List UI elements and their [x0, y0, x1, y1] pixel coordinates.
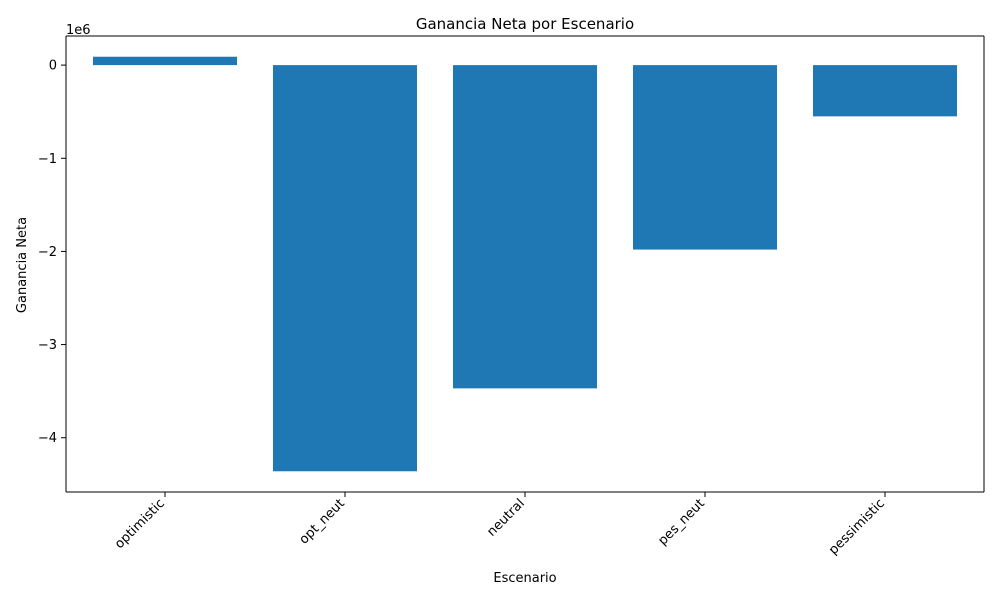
y-tick-label: −4 [38, 431, 57, 446]
x-axis-title: Escenario [493, 571, 556, 586]
y-ticks-group: 0 −1 −2 −3 −4 [38, 59, 66, 446]
bar-optimistic [93, 56, 237, 66]
bar-pessimistic [813, 65, 957, 117]
y-tick-label: −2 [38, 245, 57, 260]
x-tick-label: optimistic [112, 496, 168, 552]
bar-neutral [453, 65, 597, 389]
y-axis-title: Ganancia Neta [15, 217, 30, 313]
x-tick-label: pes_neut [655, 496, 707, 548]
y-offset-label: 1e6 [66, 23, 91, 38]
bar-pes_neut [633, 65, 777, 250]
x-tick-label: pessimistic [826, 496, 888, 558]
x-ticks-group: optimistic opt_neut neutral pes_neut pessimi… [112, 492, 888, 558]
y-tick-label: 0 [49, 59, 57, 74]
y-tick-label: −3 [38, 338, 57, 353]
bars-group [93, 56, 957, 472]
chart-title: Ganancia Neta por Escenario [416, 15, 634, 33]
x-tick-label: neutral [484, 496, 527, 539]
bar-opt_neut [273, 65, 417, 472]
y-tick-label: −1 [38, 152, 57, 167]
x-tick-label: opt_neut [297, 496, 348, 547]
